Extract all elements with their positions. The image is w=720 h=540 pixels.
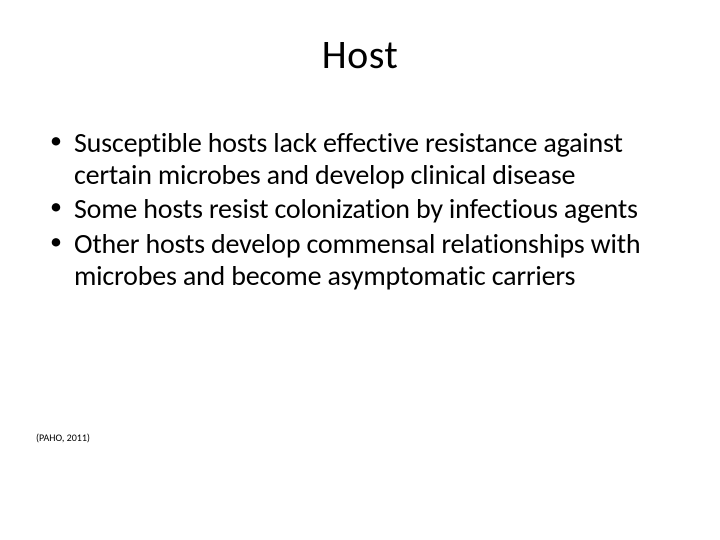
citation-text: (PAHO, 2011) xyxy=(36,431,90,444)
slide-title: Host xyxy=(36,30,684,79)
bullet-list: Susceptible hosts lack effective resista… xyxy=(36,127,684,292)
list-item: Other hosts develop commensal relationsh… xyxy=(50,228,684,292)
slide-container: Host Susceptible hosts lack effective re… xyxy=(0,0,720,540)
list-item: Susceptible hosts lack effective resista… xyxy=(50,127,684,191)
list-item: Some hosts resist colonization by infect… xyxy=(50,193,684,225)
